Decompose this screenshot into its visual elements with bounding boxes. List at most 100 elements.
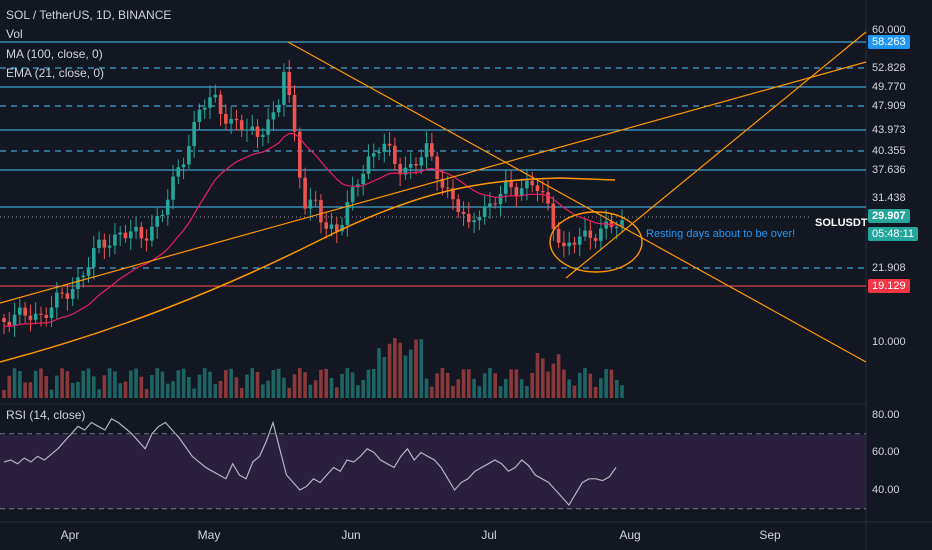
candle-body bbox=[192, 121, 196, 147]
volume-bar bbox=[361, 379, 365, 398]
price-axis[interactable]: 60.000 58.263 52.828 49.770 47.909 43.97… bbox=[866, 0, 932, 550]
rsi-tick: 80.00 bbox=[872, 409, 900, 421]
volume-bar bbox=[451, 385, 455, 398]
volume-bar bbox=[551, 363, 556, 398]
candle-body bbox=[255, 126, 260, 138]
legend-vol[interactable]: Vol bbox=[6, 27, 23, 41]
candle-body bbox=[144, 238, 149, 241]
volume-bar bbox=[81, 370, 86, 398]
rsi-title[interactable]: RSI (14, close) bbox=[6, 408, 86, 422]
volume-bar bbox=[150, 374, 154, 398]
candle-body bbox=[213, 94, 218, 98]
volume-bar bbox=[456, 379, 461, 398]
price-tick: 31.438 bbox=[872, 192, 906, 204]
price-tick: 10.000 bbox=[872, 336, 906, 348]
candle-body bbox=[324, 222, 329, 229]
volume-bar bbox=[530, 372, 535, 398]
highlight-ellipse bbox=[549, 211, 643, 273]
volume-bar bbox=[113, 371, 117, 398]
volume-bar bbox=[213, 384, 218, 398]
candle-body bbox=[229, 118, 233, 124]
candle-body bbox=[76, 277, 80, 290]
candle-body bbox=[60, 292, 64, 294]
rsi-tick: 40.00 bbox=[872, 484, 900, 496]
volume-bar bbox=[297, 368, 302, 398]
volume-bar bbox=[165, 383, 170, 398]
countdown-badge: 05:48:11 bbox=[868, 227, 919, 241]
volume-bar bbox=[102, 375, 107, 398]
candle-body bbox=[340, 225, 344, 232]
candle-body bbox=[202, 107, 207, 110]
volume-bar bbox=[70, 382, 75, 398]
candle-body bbox=[171, 176, 175, 200]
candle-body bbox=[467, 213, 471, 223]
candle-body bbox=[498, 193, 503, 205]
candle-body bbox=[509, 181, 513, 188]
candle-body bbox=[572, 242, 577, 245]
volume-bar bbox=[419, 339, 424, 398]
trendline bbox=[0, 61, 867, 304]
volume-bar bbox=[128, 370, 133, 398]
volume-bar bbox=[445, 372, 450, 398]
volume-bar bbox=[572, 385, 577, 398]
candle-body bbox=[503, 181, 508, 194]
candle-body bbox=[23, 307, 27, 316]
volume-bar bbox=[472, 378, 476, 398]
volume-bar bbox=[461, 369, 466, 398]
candle-body bbox=[160, 214, 165, 217]
volume-bar bbox=[403, 355, 408, 398]
volume-bar bbox=[593, 386, 598, 398]
trendline bbox=[565, 31, 867, 279]
legend-ma[interactable]: MA (100, close, 0) bbox=[6, 47, 103, 61]
rsi-tick: 60.00 bbox=[872, 446, 900, 458]
candle-body bbox=[287, 71, 292, 96]
candle-body bbox=[308, 199, 313, 209]
candle-body bbox=[451, 188, 455, 200]
price-tick: 43.973 bbox=[872, 124, 906, 136]
volume-bar bbox=[155, 368, 159, 398]
ma-line bbox=[0, 177, 616, 363]
rsi-band bbox=[0, 435, 866, 509]
candle-body bbox=[261, 134, 265, 138]
volume-bar bbox=[324, 368, 329, 398]
volume-bar bbox=[261, 384, 265, 398]
volume-bar bbox=[49, 389, 54, 398]
chart-annotation: Resting days about to be over! bbox=[646, 228, 796, 240]
volume-bar bbox=[540, 358, 545, 398]
candle-body bbox=[414, 163, 418, 166]
candle-body bbox=[334, 224, 339, 232]
volume-bar bbox=[440, 368, 445, 398]
candle-body bbox=[319, 200, 323, 223]
volume-bar bbox=[12, 368, 17, 398]
candle-body bbox=[562, 242, 566, 247]
candle-body bbox=[155, 216, 159, 227]
volume-bar bbox=[599, 378, 603, 398]
volume-bar bbox=[271, 369, 276, 398]
volume-bar bbox=[493, 373, 498, 398]
candle-body bbox=[350, 187, 355, 203]
volume-bar bbox=[377, 348, 381, 398]
volume-bar bbox=[371, 369, 376, 398]
price-tick: 40.355 bbox=[872, 145, 906, 157]
candle-body bbox=[250, 126, 255, 130]
volume-bar bbox=[435, 373, 439, 398]
candle-body bbox=[382, 143, 387, 152]
candle-body bbox=[224, 113, 228, 124]
volume-bar bbox=[134, 368, 138, 398]
volume-bar bbox=[39, 368, 43, 398]
volume-bar bbox=[577, 372, 582, 398]
trendline bbox=[287, 41, 867, 363]
candle-body bbox=[7, 322, 12, 327]
candle-body bbox=[329, 224, 334, 229]
candle-body bbox=[430, 143, 434, 157]
volume-bar bbox=[107, 368, 112, 398]
legend-ema[interactable]: EMA (21, close, 0) bbox=[6, 66, 105, 80]
volume-bar bbox=[171, 381, 175, 398]
candle-body bbox=[361, 173, 365, 185]
volume-bar bbox=[23, 382, 27, 398]
candle-body bbox=[181, 164, 186, 168]
volume-bar bbox=[382, 357, 387, 398]
volume-bar bbox=[334, 387, 339, 398]
rsi-line bbox=[3, 417, 617, 507]
